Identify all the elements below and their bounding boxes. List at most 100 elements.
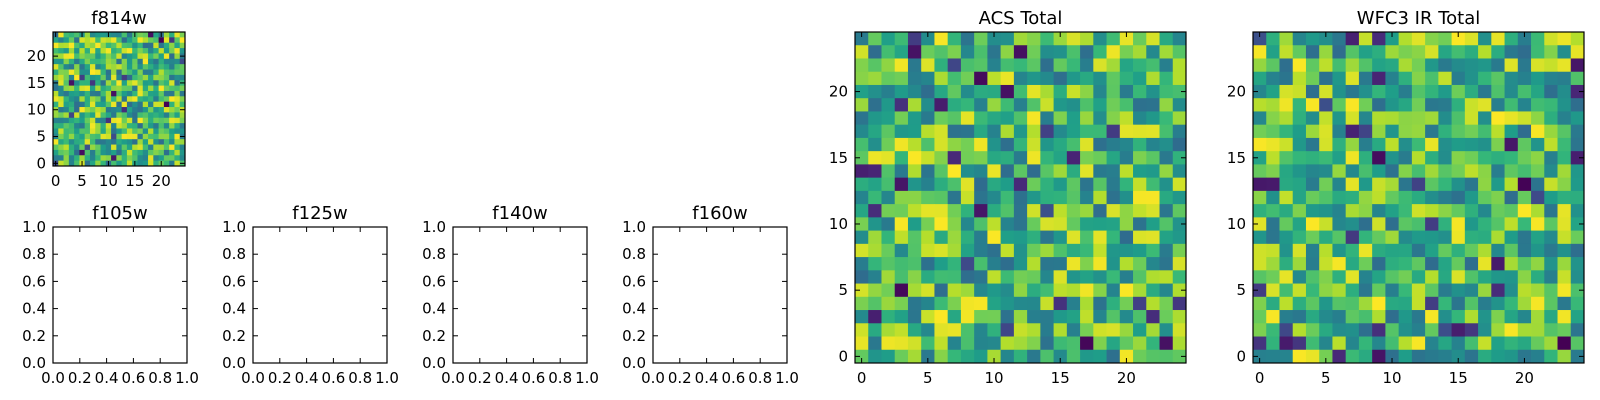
heatmap-cell: [1319, 323, 1333, 337]
heatmap-cell: [868, 230, 882, 245]
heatmap-cell: [1345, 164, 1360, 179]
x-tick-label: 10: [1382, 369, 1401, 387]
heatmap-cell: [1491, 84, 1505, 99]
heatmap-cell: [1557, 84, 1572, 99]
heatmap-cell: [169, 90, 175, 97]
heatmap-cell: [132, 74, 138, 81]
heatmap-cell: [142, 160, 149, 167]
heatmap-cell: [1491, 336, 1505, 351]
heatmap-cell: [1319, 58, 1333, 73]
heatmap-cell: [1093, 190, 1107, 205]
heatmap-cell: [1266, 296, 1280, 311]
heatmap-cell: [132, 85, 138, 92]
heatmap-cell: [1464, 217, 1479, 231]
heatmap-cell: [1305, 270, 1320, 284]
heatmap-cell: [121, 117, 128, 124]
heatmap-cell: [1438, 32, 1452, 46]
heatmap-cell: [142, 80, 149, 86]
heatmap-cell: [1013, 230, 1028, 245]
heatmap-cell: [1013, 32, 1028, 46]
heatmap-cell: [907, 323, 922, 337]
panel-f140w: 0.0 0.2 0.4 0.6 0.8 1.00.00.20.40.60.81.0f140…: [422, 203, 599, 387]
heatmap-cell: [1345, 310, 1360, 324]
heatmap-cell: [74, 58, 80, 65]
heatmap-cell: [894, 349, 909, 364]
heatmap-cell: [1027, 111, 1041, 126]
heatmap-cell: [148, 48, 154, 54]
heatmap-cell: [1080, 124, 1094, 139]
x-tick-label: 15: [1449, 369, 1468, 387]
heatmap-cell: [1411, 257, 1426, 271]
heatmap-cell: [1133, 164, 1147, 179]
heatmap-cell: [1013, 45, 1028, 59]
heatmap-cell: [1451, 151, 1466, 165]
heatmap-cell: [153, 53, 159, 60]
heatmap-cell: [79, 96, 86, 103]
heatmap-cell: [1411, 323, 1426, 337]
heatmap-cell: [1159, 349, 1174, 364]
heatmap-cell: [137, 101, 144, 108]
heatmap-cell: [116, 42, 123, 49]
heatmap-cell: [1106, 204, 1121, 218]
heatmap-cell: [1531, 137, 1545, 152]
heatmap-cell: [68, 37, 75, 44]
heatmap-cell: [1451, 111, 1466, 126]
heatmap-cell: [1372, 98, 1386, 112]
heatmap-cell: [1066, 283, 1081, 298]
heatmap-cell: [1000, 151, 1015, 165]
heatmap-cell: [1385, 243, 1400, 258]
heatmap-cell: [1345, 204, 1360, 218]
heatmap-cell: [881, 296, 896, 311]
heatmap-cell: [1345, 323, 1360, 337]
heatmap-cell: [1411, 124, 1426, 139]
heatmap-cell: [1358, 32, 1373, 46]
heatmap-cell: [921, 32, 935, 46]
heatmap-cell: [142, 101, 149, 108]
heatmap-cell: [148, 69, 154, 76]
heatmap-cell: [153, 90, 159, 97]
heatmap-cell: [58, 80, 64, 86]
heatmap-cell: [1305, 71, 1320, 86]
heatmap-cell: [1504, 164, 1519, 179]
heatmap-cell: [1544, 349, 1558, 364]
heatmap-cell: [89, 69, 96, 76]
heatmap-cell: [1279, 151, 1294, 165]
heatmap-cell: [960, 45, 975, 59]
heatmap-cell: [1146, 270, 1160, 284]
heatmap-cell: [63, 69, 70, 76]
heatmap-cell: [84, 64, 91, 70]
heatmap-cell: [1358, 58, 1373, 73]
heatmap-cell: [1305, 243, 1320, 258]
heatmap-cell: [153, 42, 159, 49]
heatmap-cell: [137, 74, 144, 81]
heatmap-cell: [1358, 151, 1373, 165]
heatmap-cell: [1398, 32, 1413, 46]
heatmap-cell: [868, 270, 882, 284]
heatmap-cell: [1119, 151, 1134, 165]
heatmap-cell: [126, 42, 133, 49]
heatmap-cell: [960, 137, 975, 152]
heatmap-cell: [1438, 164, 1452, 179]
heatmap-cell: [1332, 243, 1347, 258]
heatmap-cell: [111, 123, 117, 129]
heatmap-cell: [1319, 349, 1333, 364]
heatmap-cell: [1570, 257, 1585, 271]
heatmap-cell: [84, 37, 91, 44]
heatmap-cell: [158, 155, 165, 162]
heatmap-cell: [1332, 336, 1347, 351]
heatmap-cell: [1345, 151, 1360, 165]
heatmap-cell: [1517, 84, 1532, 99]
heatmap-cell: [1027, 164, 1041, 179]
heatmap-cell: [1146, 32, 1160, 46]
heatmap-cell: [1000, 243, 1015, 258]
heatmap-cell: [100, 42, 107, 49]
heatmap-cell: [1080, 204, 1094, 218]
heatmap-cell: [169, 101, 175, 108]
heatmap-cell: [63, 80, 70, 86]
heatmap-cell: [1464, 111, 1479, 126]
heatmap-cell: [95, 53, 101, 60]
heatmap-cell: [169, 85, 175, 92]
heatmap-cell: [894, 270, 909, 284]
heatmap-cell: [1438, 84, 1452, 99]
heatmap-cell: [1372, 349, 1386, 364]
